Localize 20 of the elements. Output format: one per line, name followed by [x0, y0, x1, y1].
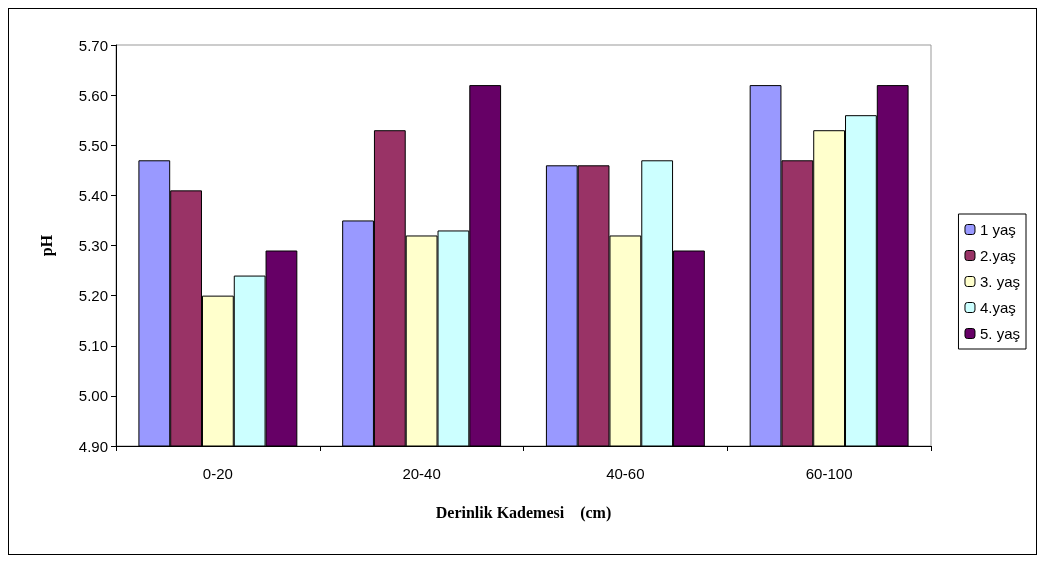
y-tick-label: 5.10: [78, 337, 108, 355]
legend-label: 2.yaş: [979, 247, 1016, 264]
y-axis-title: pH: [37, 234, 56, 257]
legend-label: 1 yaş: [979, 221, 1016, 238]
x-tick-label: 40-60: [606, 465, 645, 482]
y-tick-label: 5.30: [78, 237, 108, 254]
y-tick-label: 4.90: [78, 437, 108, 455]
x-tick-label: 60-100: [805, 465, 853, 482]
legend-label: 5. yaş: [979, 325, 1021, 342]
x-tick-label: 20-40: [402, 465, 441, 482]
y-tick-label: 5.70: [78, 36, 108, 54]
legend-label: 4.yaş: [979, 299, 1016, 316]
y-tick-label: 5.20: [78, 287, 108, 305]
y-tick-label: 5.40: [78, 186, 108, 204]
y-tick-label: 5.50: [78, 136, 108, 154]
y-tick-label: 5.60: [78, 86, 108, 104]
legend-label: 3. yaş: [979, 273, 1021, 290]
x-axis-title: Derinlik Kademesi (cm): [435, 503, 612, 522]
x-tick-label: 0-20: [202, 465, 233, 482]
y-tick-label: 5.00: [78, 387, 108, 405]
